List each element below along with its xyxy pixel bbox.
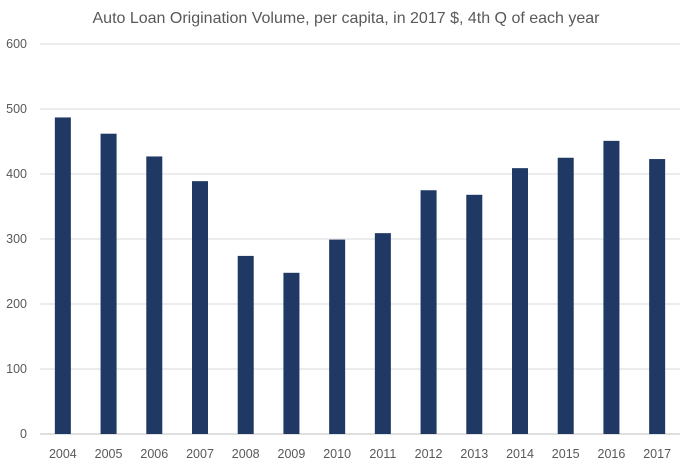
- gridlines: [40, 43, 680, 435]
- bar-2013: [466, 194, 483, 434]
- bar-2006: [146, 156, 163, 434]
- x-tick-label: 2011: [369, 447, 396, 461]
- bar-2012: [420, 190, 437, 434]
- bars: [54, 117, 666, 435]
- y-axis-ticks: 0 100 200 300 400 500 600: [6, 37, 27, 441]
- y-tick-label: 600: [6, 37, 27, 51]
- x-tick-label: 2006: [140, 447, 168, 461]
- y-tick-label: 400: [6, 167, 27, 181]
- x-tick-label: 2009: [278, 447, 306, 461]
- bar-2005: [100, 133, 117, 434]
- bar-2011: [374, 233, 391, 434]
- bar-2008: [237, 255, 254, 434]
- y-tick-label: 200: [6, 297, 27, 311]
- bar-2010: [329, 239, 346, 434]
- x-tick-label: 2017: [643, 447, 671, 461]
- x-tick-label: 2008: [232, 447, 260, 461]
- x-tick-label: 2013: [460, 447, 488, 461]
- x-tick-label: 2015: [552, 447, 580, 461]
- x-tick-label: 2007: [186, 447, 214, 461]
- chart-title: Auto Loan Origination Volume, per capita…: [93, 10, 601, 27]
- y-tick-label: 500: [6, 102, 27, 116]
- x-tick-label: 2005: [95, 447, 123, 461]
- y-tick-label: 0: [20, 427, 27, 441]
- bar-2014: [512, 168, 528, 434]
- x-tick-label: 2012: [415, 447, 443, 461]
- x-tick-label: 2004: [49, 447, 77, 461]
- x-tick-label: 2014: [506, 447, 534, 461]
- bar-2015: [557, 157, 574, 434]
- bar-2009: [283, 272, 300, 434]
- bar-2017: [649, 159, 666, 435]
- x-tick-label: 2016: [598, 447, 626, 461]
- y-tick-label: 300: [6, 232, 27, 246]
- bar-2007: [192, 181, 208, 434]
- bar-2016: [603, 140, 620, 434]
- x-axis-ticks: 2004 2005 2006 2007 2008 2009 2010 2011 2012 2013…: [49, 447, 671, 461]
- bar-2004: [54, 117, 71, 434]
- x-tick-label: 2010: [323, 447, 351, 461]
- y-tick-label: 100: [6, 362, 27, 376]
